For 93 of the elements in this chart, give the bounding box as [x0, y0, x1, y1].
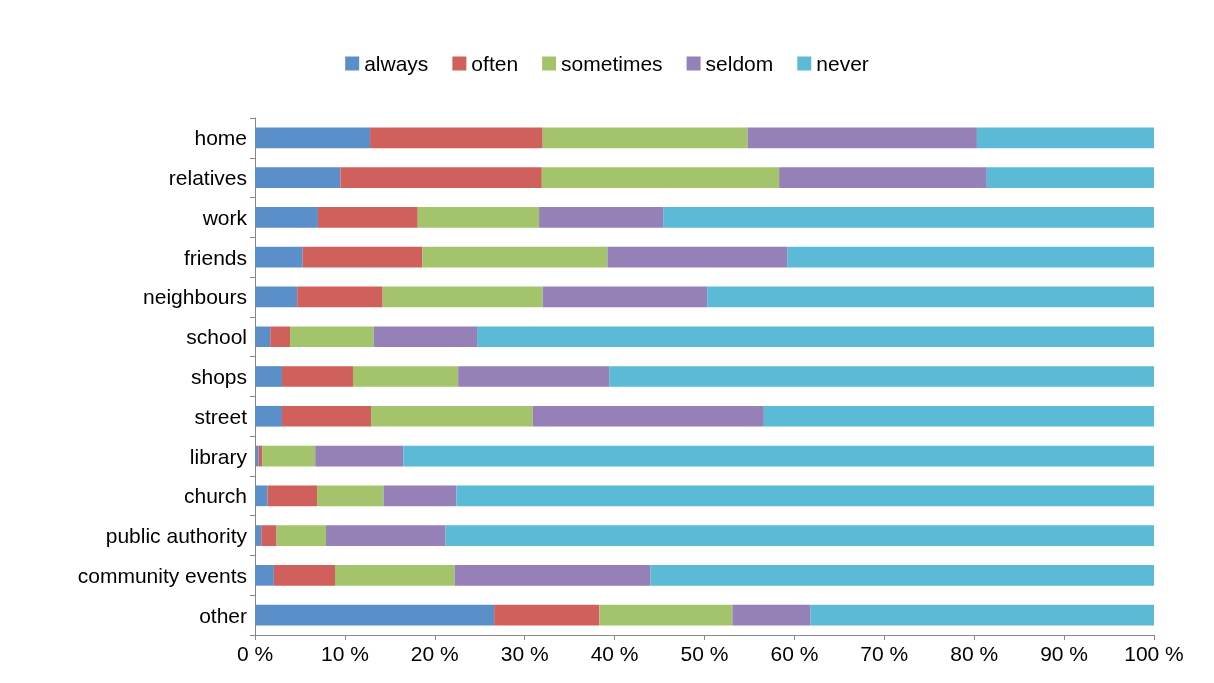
bar — [541, 167, 780, 188]
bar — [494, 604, 600, 626]
bar — [267, 485, 318, 507]
bar — [382, 286, 543, 308]
x-tick-label: 50 % — [680, 642, 729, 665]
bar — [422, 246, 608, 268]
bar — [403, 445, 1154, 467]
bar — [281, 405, 371, 427]
bar — [976, 127, 1154, 149]
y-tick-label: friends — [183, 245, 247, 269]
bar — [532, 405, 764, 427]
bar — [302, 246, 423, 268]
x-tick-label: 60 % — [770, 642, 819, 665]
x-tick-label: 0 % — [236, 642, 274, 665]
bar — [542, 127, 748, 149]
bar — [255, 445, 259, 467]
y-tick-label: home — [194, 126, 247, 150]
bar — [255, 525, 262, 546]
bar — [255, 127, 371, 149]
bar — [539, 207, 664, 228]
x-tick-label: 20 % — [410, 642, 459, 665]
bar — [663, 207, 1154, 228]
bar — [273, 565, 336, 586]
bar — [261, 525, 277, 546]
bar — [276, 525, 327, 546]
bar — [445, 525, 1154, 546]
bar — [297, 286, 383, 308]
bar — [454, 565, 651, 586]
x-tick-label: 10 % — [320, 642, 369, 665]
bar — [255, 326, 271, 348]
y-tick-label: library — [189, 444, 248, 468]
x-tick-label: 80 % — [950, 642, 999, 665]
bar — [281, 366, 353, 387]
bar — [255, 604, 495, 626]
legend-label: sometimes — [561, 52, 663, 75]
bar — [456, 485, 1154, 507]
y-tick-label: neighbours — [143, 285, 247, 309]
bar — [383, 485, 457, 507]
bar — [317, 207, 418, 228]
bar — [373, 326, 478, 348]
bar — [270, 326, 291, 348]
bar — [255, 405, 282, 427]
y-tick-label: church — [183, 484, 247, 508]
x-tick-label: 100 % — [1124, 642, 1184, 665]
bar — [262, 445, 316, 467]
x-tick-label: 30 % — [500, 642, 549, 665]
x-tick-label: 40 % — [590, 642, 639, 665]
y-tick-label: community events — [77, 563, 247, 587]
bar — [779, 167, 987, 188]
bar — [732, 604, 811, 626]
bar — [255, 246, 303, 268]
bar — [317, 485, 384, 507]
bar — [255, 167, 341, 188]
bar — [255, 485, 268, 507]
legend-label: always — [364, 52, 429, 75]
bar — [599, 604, 733, 626]
bar — [810, 604, 1154, 626]
bar — [458, 366, 610, 387]
bar — [477, 326, 1154, 348]
bar — [370, 127, 543, 149]
bar — [352, 366, 459, 387]
bar — [255, 565, 274, 586]
bar — [609, 366, 1154, 387]
bar — [607, 246, 788, 268]
bar — [986, 167, 1154, 188]
y-tick-label: work — [201, 205, 248, 229]
bar — [255, 366, 282, 387]
bar — [370, 405, 533, 427]
bar — [326, 525, 446, 546]
x-tick-label: 90 % — [1040, 642, 1089, 665]
bar — [763, 405, 1154, 427]
bar — [417, 207, 540, 228]
y-tick-label: relatives — [168, 166, 247, 190]
x-tick-label: 70 % — [860, 642, 909, 665]
y-tick-label: public authority — [105, 524, 248, 548]
legend-label: seldom — [705, 52, 774, 75]
legend-label: never — [816, 52, 869, 75]
bar — [542, 286, 708, 308]
bar — [290, 326, 374, 348]
y-tick-label: other — [199, 603, 247, 627]
bar — [255, 286, 298, 308]
bar — [255, 207, 318, 228]
bar — [707, 286, 1154, 308]
bar — [747, 127, 977, 149]
bar — [340, 167, 542, 188]
bar — [787, 246, 1154, 268]
y-tick-label: street — [194, 404, 248, 428]
y-tick-label: shops — [190, 365, 247, 388]
y-tick-label: school — [186, 325, 247, 349]
bar — [650, 565, 1154, 586]
legend-label: often — [471, 52, 519, 75]
bar — [315, 445, 404, 467]
bar — [335, 565, 455, 586]
